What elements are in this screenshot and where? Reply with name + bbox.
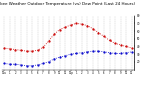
Text: Milwaukee Weather Outdoor Temperature (vs) Dew Point (Last 24 Hours): Milwaukee Weather Outdoor Temperature (v… bbox=[0, 2, 135, 6]
